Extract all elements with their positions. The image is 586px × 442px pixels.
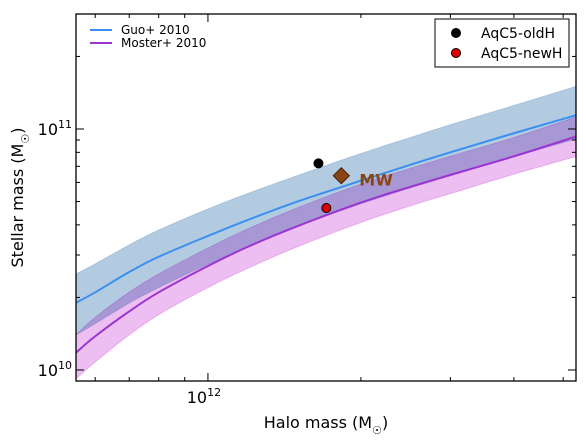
- data-points: [313, 158, 332, 214]
- legend-label-0: Guo+ 2010: [121, 23, 190, 37]
- legend-point-label-1: AqC5-newH: [481, 46, 562, 62]
- mw-label: MW: [359, 171, 393, 190]
- tick-labels: 1012 1010 1011: [38, 118, 221, 407]
- mw-diamond-marker: [332, 166, 351, 185]
- relation-lines: [76, 114, 576, 354]
- plot-frame: [75, 13, 577, 382]
- x-tick-label-0: 1012: [187, 386, 221, 407]
- legend-point-0: [451, 28, 461, 38]
- scatter-bands: [76, 86, 576, 380]
- band-1: [76, 116, 576, 380]
- point-0: [313, 158, 324, 169]
- y-tick-label-0: 1010: [38, 359, 72, 380]
- line-1: [76, 135, 576, 354]
- line-0: [76, 114, 576, 304]
- legend-point-1: [451, 48, 461, 58]
- point-1: [321, 203, 332, 214]
- legend-box: [434, 18, 570, 68]
- y-axis-label: Stellar mass (M☉): [8, 128, 32, 268]
- legend-simulations: AqC5-oldH AqC5-newH: [434, 18, 570, 68]
- legend-point-label-0: AqC5-oldH: [481, 26, 555, 42]
- axis-ticks: [76, 13, 576, 382]
- legend-label-1: Moster+ 2010: [121, 36, 206, 50]
- mw-annotation: MW: [332, 166, 393, 190]
- x-axis-label: Halo mass (M☉): [264, 413, 388, 437]
- y-tick-label-1: 1011: [38, 118, 72, 139]
